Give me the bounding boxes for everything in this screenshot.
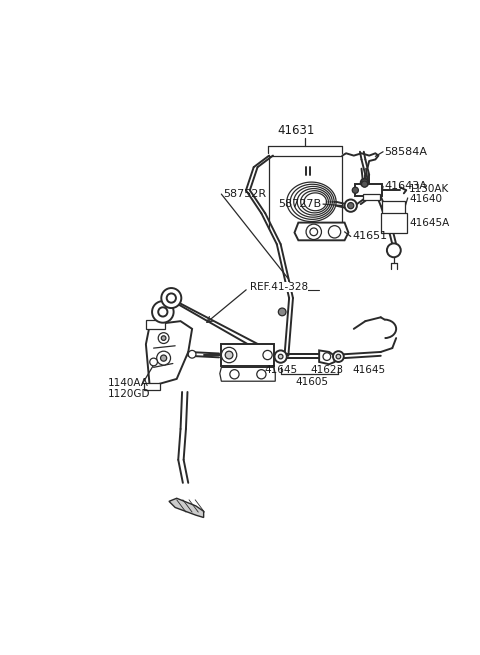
Text: REF.41-328: REF.41-328	[250, 282, 308, 291]
Text: 1130AK: 1130AK	[409, 183, 449, 194]
Circle shape	[333, 351, 344, 362]
Circle shape	[158, 307, 168, 316]
Circle shape	[275, 350, 287, 363]
Text: 41645: 41645	[264, 365, 297, 375]
Circle shape	[310, 228, 318, 236]
Circle shape	[328, 226, 341, 238]
Bar	[382, 201, 406, 223]
Circle shape	[257, 369, 266, 379]
Circle shape	[278, 308, 286, 316]
Text: 41640: 41640	[409, 195, 442, 204]
Polygon shape	[146, 321, 192, 386]
Bar	[144, 383, 160, 390]
Circle shape	[161, 288, 181, 308]
Circle shape	[161, 336, 166, 341]
Circle shape	[263, 350, 272, 360]
Circle shape	[150, 358, 157, 365]
Text: 41623: 41623	[310, 365, 343, 375]
Circle shape	[352, 187, 359, 193]
Circle shape	[323, 353, 331, 360]
Polygon shape	[220, 367, 275, 381]
Circle shape	[345, 200, 357, 212]
Polygon shape	[319, 350, 335, 364]
Circle shape	[152, 301, 174, 323]
Text: 58752R: 58752R	[223, 189, 266, 199]
Circle shape	[188, 350, 196, 358]
Bar	[363, 194, 380, 200]
Circle shape	[387, 244, 401, 257]
Bar	[146, 320, 165, 329]
Circle shape	[361, 181, 368, 187]
Circle shape	[361, 179, 369, 187]
Circle shape	[278, 354, 283, 359]
Polygon shape	[169, 498, 204, 517]
Text: 1120GD: 1120GD	[108, 389, 150, 400]
Text: 41631: 41631	[277, 124, 315, 137]
Text: 58727B: 58727B	[278, 199, 322, 209]
Circle shape	[160, 355, 167, 361]
Circle shape	[225, 351, 233, 359]
Circle shape	[156, 351, 170, 365]
Circle shape	[230, 369, 239, 379]
Circle shape	[158, 333, 169, 343]
Circle shape	[221, 347, 237, 363]
Text: 41643A: 41643A	[384, 181, 428, 191]
Text: 1140AA: 1140AA	[108, 378, 148, 388]
Text: 41651: 41651	[352, 231, 387, 242]
Circle shape	[167, 293, 176, 303]
Circle shape	[348, 202, 354, 209]
Text: 41605: 41605	[295, 377, 328, 387]
Text: 41645: 41645	[353, 365, 386, 375]
Text: 58584A: 58584A	[384, 147, 428, 157]
Text: 41645A: 41645A	[409, 217, 449, 227]
Bar	[221, 345, 274, 365]
Circle shape	[336, 354, 341, 359]
Bar	[355, 184, 382, 196]
Bar	[381, 213, 407, 233]
Polygon shape	[295, 223, 348, 240]
Circle shape	[306, 224, 322, 240]
